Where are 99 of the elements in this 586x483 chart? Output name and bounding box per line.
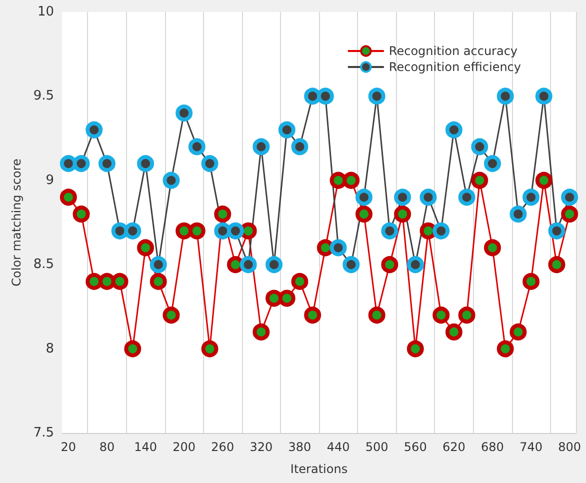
point <box>124 222 142 240</box>
point <box>201 340 218 358</box>
point <box>214 206 232 223</box>
point <box>561 188 578 206</box>
point <box>510 206 527 223</box>
point <box>445 121 462 138</box>
x-tick-label: 380 <box>288 440 312 454</box>
point <box>471 172 488 189</box>
point <box>458 306 476 324</box>
point <box>137 239 154 256</box>
point <box>72 206 90 223</box>
point <box>201 155 218 172</box>
point <box>188 138 206 156</box>
point <box>484 155 501 172</box>
x-tick-label: 260 <box>211 440 234 454</box>
point <box>432 306 450 324</box>
point <box>72 155 90 172</box>
point <box>316 239 334 256</box>
point <box>394 188 412 206</box>
x-tick-label: 680 <box>481 440 504 454</box>
point <box>240 222 257 240</box>
point <box>355 206 372 223</box>
point <box>535 88 552 105</box>
point <box>252 323 270 340</box>
point <box>137 155 154 172</box>
point <box>510 323 527 340</box>
point <box>252 138 270 156</box>
x-tick-label: 800 <box>558 440 582 454</box>
x-tick-label: 80 <box>99 440 115 454</box>
y-tick-label: 8 <box>46 341 54 356</box>
point <box>394 206 412 223</box>
point <box>535 172 552 189</box>
point <box>291 272 308 290</box>
point <box>98 272 116 290</box>
point <box>150 272 167 290</box>
y-tick-label: 10 <box>37 4 54 20</box>
point <box>381 256 398 274</box>
point <box>176 104 193 122</box>
x-tick-label: 140 <box>134 440 157 454</box>
y-tick-label: 9.5 <box>33 88 54 104</box>
legend-label: Recognition accuracy <box>388 44 518 58</box>
point <box>420 222 437 240</box>
point <box>342 172 360 189</box>
x-axis-title: Iterations <box>290 462 348 476</box>
point <box>471 138 488 156</box>
x-tick-label: 560 <box>404 440 427 454</box>
point <box>432 222 450 240</box>
point <box>226 222 244 240</box>
point <box>330 239 347 256</box>
point <box>111 222 128 240</box>
y-tick-label: 8.5 <box>33 257 54 272</box>
point <box>548 222 566 240</box>
point <box>330 172 347 189</box>
y-tick-label: 9 <box>46 172 54 188</box>
point <box>420 188 437 206</box>
legend-label: Recognition efficiency <box>388 60 522 74</box>
point <box>368 88 386 105</box>
point <box>291 138 308 156</box>
y-axis-title: Color matching score <box>9 158 24 286</box>
point <box>561 206 578 223</box>
point <box>240 256 257 274</box>
point <box>98 155 116 172</box>
point <box>111 272 128 290</box>
point <box>445 323 462 340</box>
y-tick-label: 7.5 <box>33 426 54 440</box>
point <box>278 290 296 307</box>
point <box>60 155 77 172</box>
x-tick-label: 440 <box>326 440 350 454</box>
point <box>496 340 514 358</box>
point <box>522 272 540 290</box>
x-tick-label: 200 <box>172 440 196 454</box>
x-tick-label: 500 <box>365 440 388 454</box>
point <box>86 121 103 138</box>
point <box>304 306 322 324</box>
point <box>316 88 334 105</box>
point <box>278 121 296 138</box>
point <box>548 256 566 274</box>
x-tick-label: 20 <box>60 440 76 454</box>
point <box>188 222 206 240</box>
point <box>458 188 476 206</box>
point <box>406 256 424 274</box>
point <box>60 188 77 206</box>
point <box>226 256 244 274</box>
point <box>162 172 180 189</box>
point <box>484 239 501 256</box>
point <box>496 88 514 105</box>
point <box>381 222 398 240</box>
point <box>522 188 540 206</box>
point <box>342 256 360 274</box>
x-tick-label: 620 <box>442 440 466 454</box>
point <box>406 340 424 358</box>
point <box>266 256 283 274</box>
point <box>368 306 386 324</box>
x-tick-label: 740 <box>520 440 542 454</box>
x-tick-label: 320 <box>250 440 273 454</box>
point <box>124 340 142 358</box>
point <box>355 188 372 206</box>
point <box>162 306 180 324</box>
point <box>150 256 167 274</box>
